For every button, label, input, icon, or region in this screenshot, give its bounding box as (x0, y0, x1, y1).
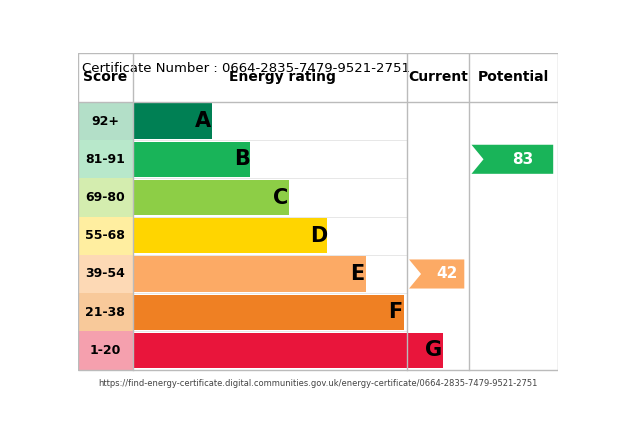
Text: Potential: Potential (478, 70, 549, 84)
Bar (78, 102, 133, 140)
Bar (78, 293, 133, 331)
Text: D: D (310, 226, 327, 246)
Text: F: F (389, 302, 403, 322)
Text: https://find-energy-certificate.digital.communities.gov.uk/energy-certificate/06: https://find-energy-certificate.digital.… (98, 379, 538, 388)
Text: Current: Current (408, 70, 468, 84)
Bar (78, 331, 133, 370)
Text: 81-91: 81-91 (85, 153, 125, 166)
Text: 55-68: 55-68 (85, 229, 125, 242)
Bar (78, 140, 133, 178)
Bar (133, 180, 289, 215)
Bar (133, 295, 404, 330)
Bar (78, 255, 133, 293)
Text: 39-54: 39-54 (85, 268, 125, 280)
Text: Certificate Number : 0664-2835-7479-9521-2751: Certificate Number : 0664-2835-7479-9521… (82, 62, 410, 74)
Bar (133, 257, 366, 292)
Bar (78, 216, 133, 255)
Text: E: E (350, 264, 365, 284)
Text: A: A (195, 111, 211, 131)
Text: 1-20: 1-20 (89, 344, 121, 357)
Polygon shape (409, 260, 464, 289)
Text: G: G (425, 341, 443, 360)
Text: Energy rating: Energy rating (229, 70, 335, 84)
Text: B: B (234, 149, 250, 169)
Bar (133, 103, 212, 139)
Text: 21-38: 21-38 (85, 306, 125, 319)
Polygon shape (471, 145, 553, 174)
Text: 69-80: 69-80 (86, 191, 125, 204)
Bar (78, 178, 133, 216)
Text: Score: Score (83, 70, 127, 84)
Text: 92+: 92+ (91, 114, 119, 128)
Bar (133, 218, 327, 253)
Bar (78, 53, 558, 102)
Text: 42: 42 (437, 267, 458, 282)
Text: 83: 83 (513, 152, 534, 167)
Text: C: C (273, 187, 288, 208)
Bar (133, 333, 443, 368)
Bar (133, 142, 250, 177)
